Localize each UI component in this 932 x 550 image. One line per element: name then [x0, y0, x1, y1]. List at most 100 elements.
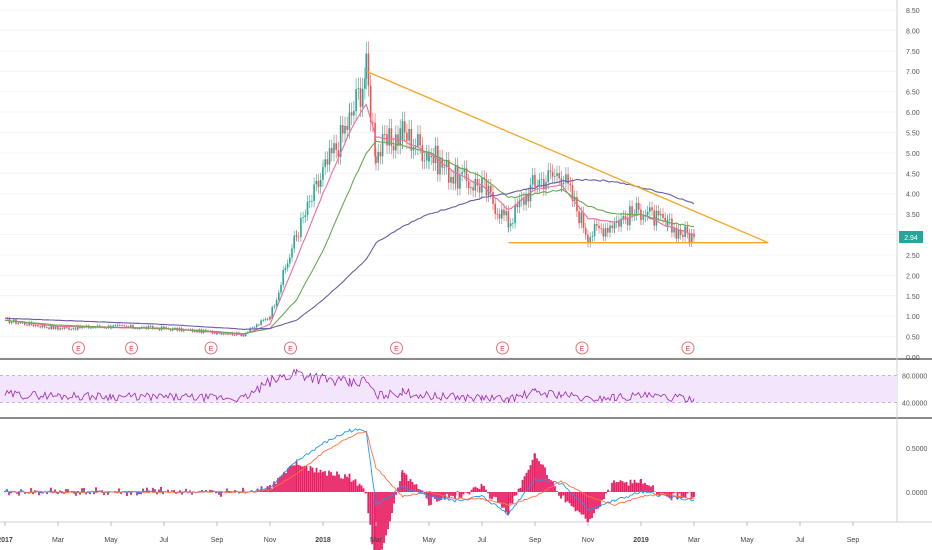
macd-histogram-bar [334, 475, 336, 492]
candle-body [609, 225, 611, 233]
candle-body [32, 324, 35, 327]
macd-tick-label: 0.5000 [906, 446, 928, 453]
macd-histogram-bar [597, 492, 599, 509]
candle-body [375, 156, 377, 163]
candle-body [372, 121, 374, 123]
macd-histogram-bar [220, 492, 222, 497]
candle-body [679, 229, 682, 235]
macd-histogram-bar [468, 492, 471, 495]
macd-histogram-bar [466, 492, 469, 494]
macd-histogram-bar [18, 492, 20, 496]
macd-histogram-bar [536, 458, 538, 492]
macd-histogram-bar [458, 492, 461, 498]
candle-body [514, 204, 516, 224]
macd-histogram-bar [472, 487, 475, 492]
candle-body [348, 112, 351, 114]
price-tick-label: 7.50 [906, 49, 920, 56]
macd-histogram-bar [635, 482, 638, 492]
candle-body [72, 328, 75, 330]
macd-histogram-bar [554, 486, 556, 492]
candle-body [255, 324, 258, 328]
candle-body [293, 235, 295, 249]
macd-histogram-bar [483, 485, 485, 492]
macd-histogram-bar [295, 461, 298, 492]
macd-histogram-bar [672, 492, 675, 494]
candle-body [326, 159, 329, 165]
macd-histogram-bar [511, 492, 514, 504]
candle-body [271, 307, 273, 319]
macd-histogram-bar [73, 492, 75, 494]
candle-body [459, 174, 461, 189]
candle-body [260, 320, 262, 325]
macd-histogram-bar [450, 492, 452, 496]
macd-histogram-bar [452, 492, 454, 497]
candle-body [344, 125, 346, 134]
macd-histogram-bar [269, 485, 271, 492]
candle-body [494, 203, 496, 214]
macd-histogram-bar [682, 492, 685, 498]
macd-histogram-bar [332, 475, 334, 492]
macd-histogram-bar [362, 488, 365, 492]
macd-histogram-bar [387, 492, 389, 530]
macd-histogram-bar [684, 492, 687, 499]
candle-body [313, 184, 315, 201]
price-tick-label: 0.00 [906, 355, 920, 362]
candle-body [125, 326, 128, 327]
time-tick-label: 2018 [315, 537, 331, 544]
macd-histogram-bar [93, 492, 95, 495]
macd-histogram-bar [407, 481, 410, 492]
candle-body [467, 181, 470, 189]
macd-histogram-bar [623, 482, 626, 492]
earnings-marker-label: E [500, 346, 505, 353]
candle-body [317, 180, 320, 187]
macd-histogram-bar [324, 471, 326, 492]
candle-body [558, 173, 560, 179]
candle-body [273, 306, 276, 308]
candle-body [105, 327, 108, 329]
earnings-marker [496, 341, 509, 355]
price-tick-label: 1.00 [906, 314, 920, 321]
candle-body [456, 165, 459, 189]
macd-histogram-bar [38, 492, 40, 496]
macd-histogram-bar [542, 464, 544, 492]
candle-body [591, 236, 594, 237]
macd-histogram-bar [462, 492, 465, 495]
candle-body [454, 165, 457, 182]
macd-histogram-bar [428, 492, 430, 506]
candle-body [408, 128, 410, 141]
candle-body [600, 228, 602, 230]
macd-histogram-bar [346, 476, 348, 492]
macd-histogram-bar [570, 492, 573, 507]
candle-body [624, 216, 627, 219]
macd-histogram-bar [619, 480, 622, 492]
candle-body [476, 179, 479, 186]
macd-histogram-bar [142, 488, 144, 492]
macd-histogram-bar [491, 492, 493, 500]
candle-body [671, 218, 673, 233]
candle-body [496, 213, 499, 215]
macd-histogram-bar [114, 491, 116, 492]
candle-body [335, 143, 337, 151]
macd-histogram-bar [617, 482, 620, 492]
macd-histogram-bar [656, 492, 658, 496]
macd-histogram-bar [448, 492, 450, 499]
candle-body [222, 333, 225, 335]
candle-body [26, 324, 28, 326]
macd-histogram-bar [591, 492, 593, 519]
macd-histogram-bar [322, 471, 324, 492]
candle-body [291, 248, 293, 258]
candle-body [365, 53, 368, 79]
macd-histogram-bar [534, 453, 536, 492]
candle-body [278, 292, 280, 300]
macd-histogram-bar [648, 485, 650, 492]
candle-body [17, 322, 19, 324]
time-tick-label: Jul [796, 537, 805, 544]
price-tick-label: 8.50 [906, 8, 920, 15]
macd-histogram-bar [95, 487, 97, 492]
macd-histogram-bar [148, 490, 150, 492]
candle-body [81, 326, 83, 329]
candle-body [282, 270, 284, 285]
macd-histogram-bar [446, 492, 448, 494]
candle-body [607, 227, 609, 233]
